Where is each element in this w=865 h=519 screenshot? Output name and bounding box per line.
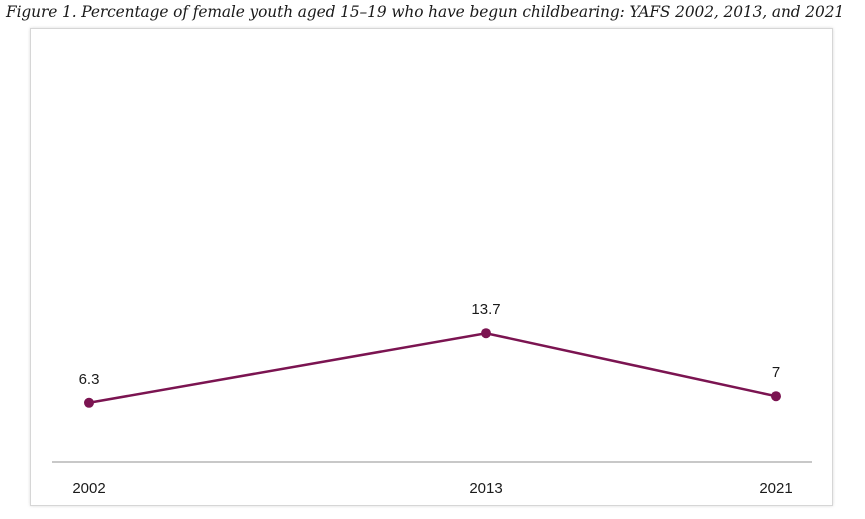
data-label-2013: 13.7 [471, 301, 500, 318]
figure-caption: Figure 1. Percentage of female youth age… [6, 3, 845, 21]
data-point-2021 [771, 391, 781, 402]
x-tick-label-2002: 2002 [72, 480, 105, 497]
data-point-2013 [481, 328, 491, 339]
data-label-2002: 6.3 [79, 371, 100, 388]
data-label-2021: 7 [772, 364, 780, 381]
data-point-2002 [84, 397, 94, 408]
series-line [88, 331, 777, 405]
x-tick-label-2021: 2021 [759, 480, 792, 497]
chart-frame [30, 28, 833, 506]
x-tick-label-2013: 2013 [469, 480, 502, 497]
